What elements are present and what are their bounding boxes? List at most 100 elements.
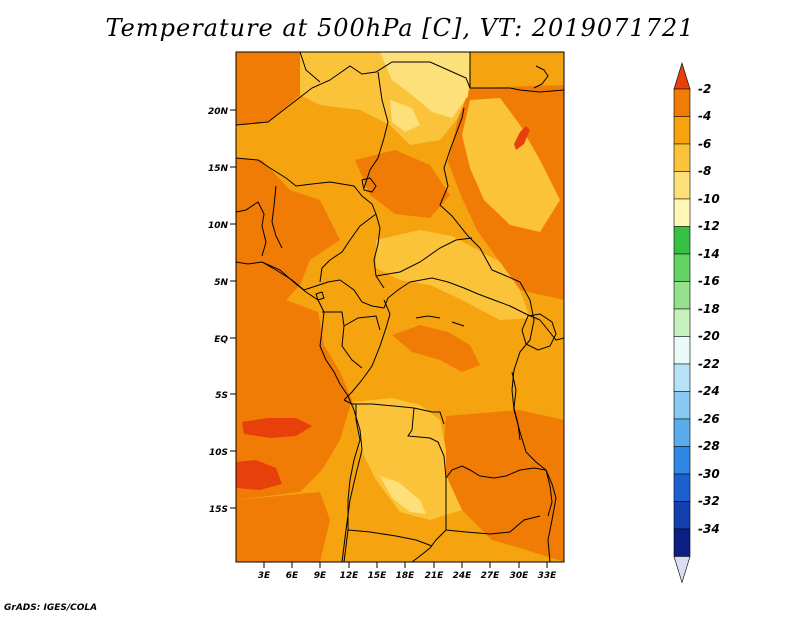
colorbar-label: -14 [698, 247, 720, 261]
lake-chad [361, 177, 377, 193]
field-dark-north-central [355, 150, 450, 218]
field-dark-southeast [442, 410, 564, 562]
lon-label: 15E [368, 571, 388, 581]
colorbar-label: -32 [698, 494, 720, 508]
colorbar-label: -18 [698, 302, 720, 316]
map-frame [235, 51, 565, 563]
colorbar-cell [673, 336, 691, 365]
colorbar-label: -16 [698, 274, 720, 288]
boundary-south-4 [445, 465, 547, 479]
colorbar-cell [673, 226, 691, 255]
boundary-central-5 [409, 277, 541, 321]
field-pale-patch-1 [390, 100, 420, 132]
colorbar-cell [673, 363, 691, 392]
colorbar-cell [673, 281, 691, 310]
colorbar-cell [673, 391, 691, 420]
colorbar-label: -30 [698, 467, 720, 481]
lon-label: 24E [453, 571, 473, 581]
boundary-north-3 [299, 52, 321, 83]
boundary-south-7 [347, 529, 433, 547]
field-light-band [376, 230, 530, 320]
colorbar-label: -12 [698, 219, 720, 233]
river-detail [415, 315, 465, 327]
lon-label: 30E [510, 571, 530, 581]
colorbar-label: -2 [698, 82, 711, 96]
field-hot-spot-3 [514, 126, 530, 150]
boundary-west-1 [236, 157, 377, 215]
field-pale-south [380, 476, 426, 514]
colorbar: -2 -4 -6 -8 -10 -12 -14 -16 -18 -20 -22 … [673, 61, 720, 584]
map-title: Temperature at 500hPa [C], VT: 201907172… [105, 14, 695, 42]
boundary-south-3 [407, 407, 447, 479]
lon-label: 18E [396, 571, 416, 581]
field-hot-spot-1 [242, 418, 312, 438]
country-boundaries [236, 52, 564, 562]
lon-label: 6E [286, 571, 299, 581]
lat-label: 5S [215, 391, 228, 401]
colorbar-label: -6 [698, 137, 711, 151]
lon-label: 33E [538, 571, 558, 581]
lon-label: 12E [340, 571, 360, 581]
colorbar-cell [673, 171, 691, 200]
colorbar-cell [673, 198, 691, 227]
lake-malawi [545, 469, 553, 517]
colorbar-cell [673, 528, 691, 557]
boundary-north-4 [469, 52, 564, 93]
lat-label: 20N [208, 107, 229, 117]
field-light-south [354, 398, 462, 520]
lon-label: 9E [314, 571, 327, 581]
field-dark-west [236, 52, 300, 125]
lon-label: 3E [258, 571, 271, 581]
colorbar-label: -8 [698, 164, 711, 178]
boundary-south-2 [343, 404, 361, 562]
field-hot-spot-2 [236, 460, 282, 490]
lat-label: EQ [214, 335, 228, 345]
boundary-south-1 [343, 399, 445, 425]
boundary-west-4 [319, 213, 377, 283]
boundary-west-6 [373, 213, 385, 289]
colorbar-cap-bottom [673, 556, 691, 584]
latitude-axis: 20N 15N 10N 5N EQ 5S 10S 15S [208, 107, 236, 515]
colorbar-label: -22 [698, 357, 720, 371]
boundary-north-1 [236, 61, 471, 126]
boundary-east-2 [539, 319, 564, 341]
boundary-central-4 [341, 325, 363, 369]
colorbar-cell [673, 88, 691, 117]
lake-tanganyika [511, 371, 521, 441]
colorbar-label: -28 [698, 439, 720, 453]
colorbar-cell [673, 473, 691, 502]
colorbar-label: -20 [698, 329, 720, 343]
colorbar-label: -4 [698, 109, 711, 123]
lon-label: 27E [481, 571, 501, 581]
boundary-central-2 [343, 299, 391, 401]
boundary-north-2 [363, 71, 389, 189]
lat-label: 15S [209, 505, 228, 515]
colorbar-cap-top [673, 61, 691, 90]
field-dark-west-coast [236, 158, 352, 500]
lat-label: 10N [208, 221, 229, 231]
island-bioko [315, 291, 325, 301]
temperature-field [236, 52, 564, 562]
colorbar-label: -24 [698, 384, 720, 398]
boundary-east-1 [511, 281, 535, 411]
boundary-west-2 [236, 201, 267, 257]
colorbar-cell [673, 143, 691, 172]
footer-credit: GrADS: IGES/COLA [4, 603, 98, 613]
longitude-axis: 3E 6E 9E 12E 15E 18E 21E 24E 27E 30E 33E [258, 562, 557, 581]
field-pale-north [380, 52, 470, 118]
colorbar-label: -34 [698, 522, 720, 536]
colorbar-cell [673, 116, 691, 145]
lake-kyoga [533, 65, 549, 89]
colorbar-cell [673, 308, 691, 337]
boundary-south-6 [445, 515, 541, 535]
boundary-east-3 [513, 409, 557, 562]
colorbar-cell [673, 418, 691, 447]
lat-label: 10S [209, 448, 228, 458]
lat-label: 15N [208, 164, 229, 174]
field-light-east-lobe [462, 98, 560, 232]
boundary-west-3 [271, 185, 283, 249]
boundary-central-1 [375, 237, 473, 277]
lake-victoria [521, 313, 557, 351]
lon-label: 21E [425, 571, 445, 581]
